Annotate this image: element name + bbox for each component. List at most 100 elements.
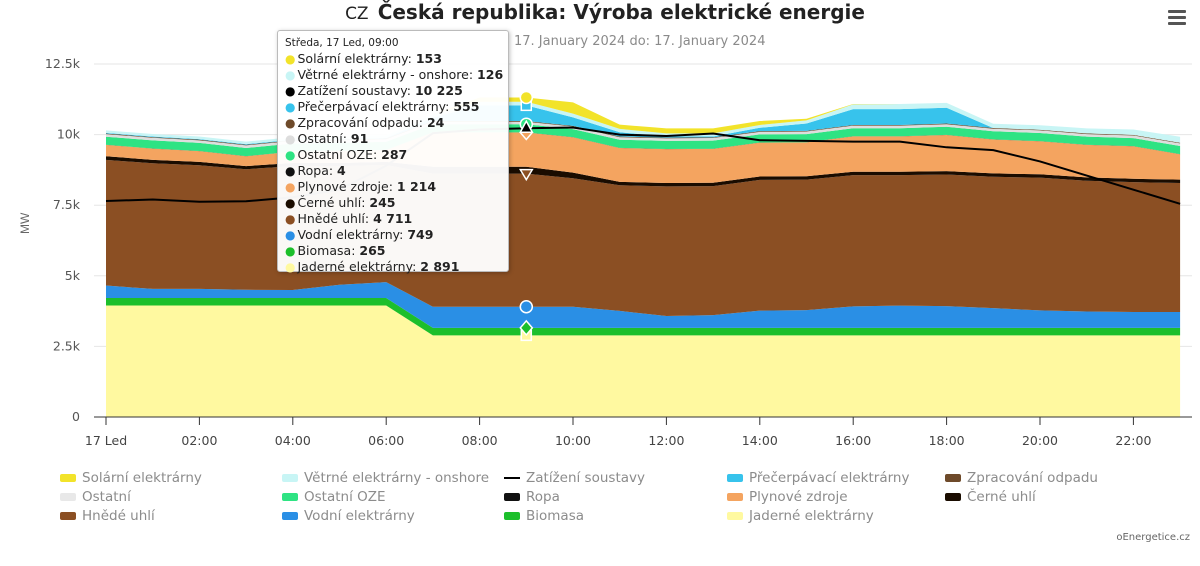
legend-item-jadern-elektr-rny[interactable]: Jaderné elektrárny (727, 508, 874, 524)
chart-tooltip: Středa, 17 Led, 09:00 ● Solární elektrárn… (277, 30, 509, 275)
legend-label: Biomasa (526, 508, 585, 524)
tooltip-separator: : (406, 83, 415, 98)
y-tick-label: 5k (65, 268, 81, 283)
tooltip-value: 4 711 (373, 211, 413, 226)
legend-label: Ostatní OZE (304, 489, 386, 505)
x-tick-label: 10:00 (555, 433, 591, 448)
legend-item-vodn-elektr-rny[interactable]: Vodní elektrárny (282, 508, 415, 524)
tooltip-header: Středa, 17 Led, 09:00 (285, 37, 399, 49)
tooltip-row: ● Černé uhlí: 245 (285, 195, 501, 211)
legend-label: Ostatní (82, 489, 131, 505)
marker-sol-rn-elektr-rny (519, 90, 534, 105)
tooltip-value: 245 (369, 195, 396, 210)
legend-swatch (504, 477, 520, 479)
legend-label: Zpracování odpadu (967, 470, 1098, 486)
x-tick-label: 12:00 (648, 433, 684, 448)
tooltip-value: 153 (415, 51, 442, 66)
tooltip-label: Ropa (297, 163, 329, 178)
legend-label: Větrné elektrárny - onshore (304, 470, 490, 486)
tooltip-separator: : (407, 51, 416, 66)
tooltip-bullet-icon: ● (285, 84, 296, 98)
x-tick-label: 20:00 (1022, 433, 1058, 448)
tooltip-separator: : (361, 195, 370, 210)
legend-label: Přečerpávací elektrárny (749, 470, 910, 486)
tooltip-bullet-icon: ● (285, 164, 296, 178)
tooltip-row: ● Vodní elektrárny: 749 (285, 227, 501, 243)
legend-swatch (727, 474, 743, 482)
tooltip-value: 126 (477, 67, 504, 82)
tooltip-separator: : (399, 227, 408, 242)
legend-item--ern-uhl-[interactable]: Černé uhlí (945, 489, 1036, 505)
tooltip-separator: : (372, 147, 382, 162)
marker-biomasa (519, 319, 534, 337)
tooltip-bullet-icon: ● (285, 116, 296, 130)
x-tick-label: 14:00 (742, 433, 778, 448)
x-tick-label: 17 Led (85, 433, 127, 448)
legend-item-biomasa[interactable]: Biomasa (504, 508, 584, 524)
tooltip-label: Ostatní (297, 131, 343, 146)
legend-swatch (504, 512, 520, 520)
tooltip-row: ● Plynové zdroje: 1 214 (285, 179, 501, 195)
y-tick-label: 10k (57, 127, 81, 142)
tooltip-value: 1 214 (396, 179, 437, 194)
legend-label: Zatížení soustavy (526, 470, 645, 486)
legend-item-zpracov-n-odpadu[interactable]: Zpracování odpadu (945, 470, 1098, 486)
legend-item-ostatn-oze[interactable]: Ostatní OZE (282, 489, 386, 505)
area-p-e-erp-vac-elektr-rny (106, 105, 1181, 145)
tooltip-separator: : (468, 67, 478, 82)
marker-zatizeni-soustavy (519, 119, 534, 133)
tooltip-value: 24 (426, 115, 445, 130)
source-credit[interactable]: oEnergetice.cz (1116, 532, 1190, 543)
tooltip-label: Větrné elektrárny - onshore (297, 67, 469, 82)
tooltip-row: ● Hnědé uhlí: 4 711 (285, 211, 501, 227)
legend-swatch (282, 512, 298, 520)
tooltip-row: ● Zatížení soustavy: 10 225 (285, 83, 501, 99)
tooltip-label: Černé uhlí (297, 195, 362, 210)
legend-label: Jaderné elektrárny (749, 508, 874, 524)
tooltip-bullet-icon: ● (285, 212, 296, 226)
tooltip-bullet-icon: ● (285, 260, 296, 274)
tooltip-label: Plynové zdroje (297, 179, 389, 194)
tooltip-separator: : (412, 259, 421, 274)
tooltip-separator: : (328, 163, 338, 178)
x-tick-label: 06:00 (368, 433, 404, 448)
tooltip-label: Jaderné elektrárny (297, 259, 413, 274)
hamburger-icon[interactable] (1168, 10, 1186, 26)
tooltip-separator: : (388, 179, 397, 194)
tooltip-row: ● Jaderné elektrárny: 2 891 (285, 259, 501, 275)
legend-item-v-trn-elektr-rny-onshore[interactable]: Větrné elektrárny - onshore (282, 470, 489, 486)
tooltip-label: Zatížení soustavy (297, 83, 407, 98)
legend-item-zat-en-soustavy[interactable]: Zatížení soustavy (504, 470, 645, 486)
tooltip-bullet-icon: ● (285, 180, 296, 194)
tooltip-row: ● Ostatní: 91 (285, 131, 501, 147)
tooltip-row: ● Biomasa: 265 (285, 243, 501, 259)
legend-swatch (282, 493, 298, 501)
x-tick-label: 16:00 (835, 433, 871, 448)
legend-item-p-e-erp-vac-elektr-rny[interactable]: Přečerpávací elektrárny (727, 470, 909, 486)
tooltip-separator: : (445, 99, 454, 114)
y-tick-label: 0 (72, 409, 80, 424)
legend-swatch (727, 512, 743, 520)
tooltip-separator: : (364, 211, 374, 226)
tooltip-value: 749 (407, 227, 434, 242)
x-tick-label: 02:00 (181, 433, 217, 448)
area-plynov-zdroje (106, 132, 1181, 184)
legend-item-sol-rn-elektr-rny[interactable]: Solární elektrárny (60, 470, 202, 486)
legend-item-plynov-zdroje[interactable]: Plynové zdroje (727, 489, 848, 505)
tooltip-row: ● Solární elektrárny: 153 (285, 51, 501, 67)
tooltip-value: 4 (337, 163, 346, 178)
y-tick-label: 2.5k (53, 338, 81, 353)
legend-swatch (945, 493, 961, 501)
legend-item-hn-d-uhl-[interactable]: Hnědé uhlí (60, 508, 155, 524)
x-tick-label: 04:00 (275, 433, 311, 448)
tooltip-value: 2 891 (420, 259, 460, 274)
legend-item-ostatn-[interactable]: Ostatní (60, 489, 131, 505)
chart-subtitle: 17. January 2024 do: 17. January 2024 (514, 34, 766, 49)
tooltip-bullet-icon: ● (285, 100, 296, 114)
x-tick-label: 18:00 (929, 433, 965, 448)
legend-swatch (504, 493, 520, 501)
legend-item-ropa[interactable]: Ropa (504, 489, 560, 505)
chart-title: CZ Česká republika: Výroba elektrické en… (0, 0, 1200, 24)
legend-label: Plynové zdroje (749, 489, 848, 505)
legend-swatch (60, 474, 76, 482)
